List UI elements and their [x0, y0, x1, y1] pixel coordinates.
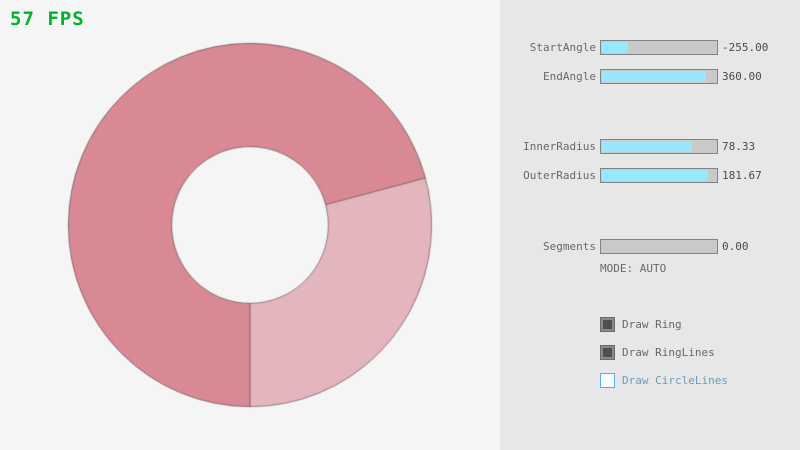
outer-radius-row: OuterRadius 181.67 — [500, 168, 800, 183]
controls-panel: StartAngle -255.00 EndAngle 360.00 Inner… — [500, 0, 800, 450]
start-angle-row: StartAngle -255.00 — [500, 40, 800, 55]
start-angle-slider[interactable] — [600, 40, 718, 55]
segments-row: Segments 0.00 — [500, 239, 800, 254]
inner-radius-label: InnerRadius — [523, 140, 596, 153]
outer-radius-slider-fill — [602, 170, 708, 181]
ring-chart — [0, 0, 500, 450]
inner-radius-value: 78.33 — [722, 140, 756, 153]
start-angle-value: -255.00 — [722, 41, 769, 54]
checkmark-icon — [603, 348, 612, 357]
draw-circlelines-checkbox-label: Draw CircleLines — [622, 374, 728, 387]
draw-ringlines-checkbox-label: Draw RingLines — [622, 346, 715, 359]
mode-label: MODE: AUTO — [600, 262, 667, 275]
end-angle-slider[interactable] — [600, 69, 718, 84]
draw-ring-checkbox-label: Draw Ring — [622, 318, 682, 331]
end-angle-value: 360.00 — [722, 70, 762, 83]
draw-circlelines-checkbox-box[interactable] — [600, 373, 615, 388]
segments-value: 0.00 — [722, 240, 749, 253]
inner-radius-row: InnerRadius 78.33 — [500, 139, 800, 154]
fps-counter: 57 FPS — [10, 8, 85, 30]
start-angle-slider-fill — [602, 42, 628, 53]
segments-slider[interactable] — [600, 239, 718, 254]
inner-radius-slider[interactable] — [600, 139, 718, 154]
outer-radius-label: OuterRadius — [523, 169, 596, 182]
inner-radius-slider-fill — [602, 141, 693, 152]
end-angle-label: EndAngle — [543, 70, 596, 83]
outer-radius-value: 181.67 — [722, 169, 762, 182]
draw-ringlines-checkbox-box[interactable] — [600, 345, 615, 360]
start-angle-label: StartAngle — [529, 41, 596, 54]
draw-ring-checkbox-box[interactable] — [600, 317, 615, 332]
checkmark-icon — [603, 320, 612, 329]
segments-label: Segments — [543, 240, 596, 253]
end-angle-slider-fill — [602, 71, 707, 82]
outer-radius-slider[interactable] — [600, 168, 718, 183]
end-angle-row: EndAngle 360.00 — [500, 69, 800, 84]
